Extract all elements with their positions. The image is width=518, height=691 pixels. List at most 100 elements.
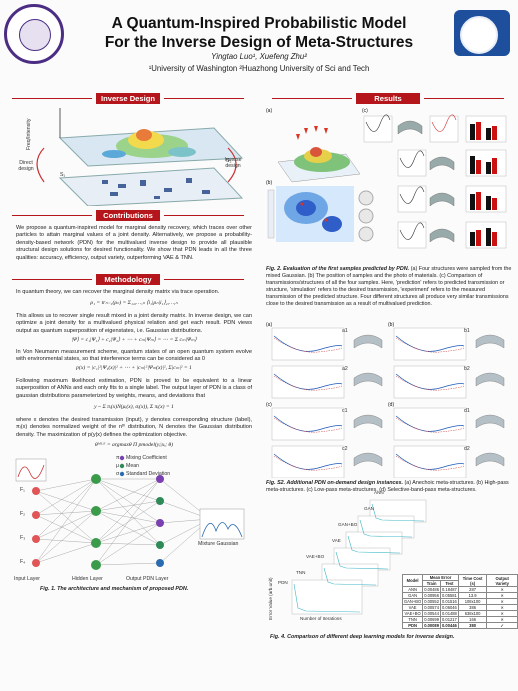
pdn-architecture-figure — [15, 455, 245, 570]
figs2-label-c2: c2 — [342, 446, 348, 452]
method-paragraph-3: In Von Neumann measurement scheme, quant… — [16, 349, 252, 363]
figs2-label-d2: d2 — [464, 446, 470, 452]
figs2-label-a1: a1 — [342, 328, 348, 334]
table-cell: GAN+BO — [401, 598, 424, 605]
fig2-caption: Fig. 2. Evaluation of the first samples … — [266, 266, 512, 308]
equation-superposition: |Ψ⟩ = c₁|Ψ₁⟩ + c₂|Ψ₂⟩ + ⋯ + cₘ|Ψₘ⟩ = ⋯ =… — [71, 337, 197, 343]
legend-standard-deviation: Standard Deviation — [126, 471, 171, 477]
fig2-caption-text: (a) Four structures were sampled from th… — [266, 266, 512, 307]
table-cell: 0.00446 — [440, 622, 459, 629]
table-header-model: Model — [401, 574, 424, 587]
legend-mean: Mean — [126, 463, 139, 469]
figs2-caption-text: (a) Anechoic meta-structures. (b) High-p… — [266, 480, 509, 493]
equation-density: p(x) = |c₁|²|Ψ₁(x)|² + ⋯ + |cₘ|²|Ψₘ(x)|²… — [76, 365, 192, 371]
s2-label: S₂ — [226, 158, 232, 164]
poster-title-line2: For the Inverse Design of Meta-Structure… — [104, 34, 414, 51]
figs2-caption-title: Fig. S2. Additional PDN on-demand design… — [266, 480, 403, 486]
figs2-caption: Fig. S2. Additional PDN on-demand design… — [266, 480, 512, 494]
figs2-panel-d-label: (d) — [388, 402, 395, 408]
table-row: GAN+BO 0.00552 0.01516 108x100 ✕ — [401, 598, 518, 605]
fig4-model-vae: VAE — [332, 538, 341, 543]
fig4-model-vae-bo: VAE+BO — [306, 554, 325, 559]
fig4-model-ann: ANN — [374, 490, 384, 495]
table-cell: 0.00956 — [422, 592, 441, 599]
table-cell: 0.00089 — [422, 622, 441, 629]
fig4-caption: Fig. 4. Comparison of different deep lea… — [270, 634, 455, 640]
poster-title-line1: A Quantum-Inspired Probabilistic Model — [111, 15, 407, 32]
legend-mu-symbol: μ — [116, 463, 119, 469]
table-row: GAN 0.00956 0.05581 13.9 ✕ — [401, 592, 518, 599]
fig2-figure — [267, 114, 507, 249]
fig2-panel-a-label: (a) — [266, 108, 273, 114]
input-layer-label: Input Layer — [14, 576, 40, 582]
fig4-model-tnn: TNN — [296, 570, 306, 575]
fig4-results-table: Model Mean Error Time Cost (s) Output Va… — [401, 574, 518, 629]
table-cell: 0.00574 — [422, 604, 441, 611]
equation-trace: ρ₁ = trₙ₋₁(ρₙ) = Σ₁₂,…,ₙ ⟨i₁|ρₙ|i₁⟩₂,…,ₙ — [90, 300, 178, 306]
figs2-label-a2: a2 — [342, 366, 348, 372]
equation-mixture: y ~ Σ πᵢ(x)N(μᵢ(x), σᵢ(x)), Σ πᵢ(x) = 1 — [94, 404, 174, 410]
legend-mixing-coefficient: Mixing Coefficient — [126, 455, 167, 461]
method-paragraph-4: Following maximum likelihood estimation,… — [16, 378, 252, 399]
section-methodology: Methodology — [12, 274, 244, 285]
input-f1: F₁ — [20, 487, 25, 493]
contributions-text: We propose a quantum-inspired model for … — [16, 225, 252, 261]
figs2-figure — [271, 327, 505, 478]
table-header-output-variety: Output Variety — [486, 574, 518, 587]
freq-intensity-label: Freq/Intensity — [26, 118, 32, 150]
table-cell: 0.01488 — [440, 610, 459, 617]
figs2-label-d1: d1 — [464, 408, 470, 414]
figs2-panel-a-label: (a) — [266, 322, 273, 328]
method-paragraph-2: This allows us to recover single result … — [16, 313, 252, 334]
table-cell: ✓ — [486, 622, 518, 629]
table-cell: VAE+BO — [401, 610, 424, 617]
university-of-washington-logo — [4, 4, 64, 64]
legend-pi-symbol: π — [116, 455, 120, 461]
input-f2: F₂ — [20, 511, 26, 517]
table-cell: 0.18487 — [440, 586, 459, 593]
fig4-table-body: ANN 0.00486 0.18487 287 ✕ GAN 0.00956 0.05581 13… — [401, 586, 518, 629]
fig2-panel-b-label: (b) — [266, 180, 273, 186]
method-paragraph-5: where x denotes the desired transmission… — [16, 417, 252, 438]
figs2-label-c1: c1 — [342, 408, 348, 414]
table-row: PDN 0.00089 0.00446 380 ✓ — [401, 622, 518, 629]
table-cell: 0.06046 — [440, 604, 459, 611]
input-f4: F₄ — [20, 559, 26, 565]
fig4-ylabel: Error Value (arb.unit) — [268, 577, 273, 620]
section-contributions: Contributions — [12, 210, 244, 221]
legend-sigma-symbol: σ — [116, 471, 120, 477]
direct-design-label: Direct design — [18, 160, 34, 172]
s1-label: S₁ — [60, 172, 66, 178]
figs2-label-b2: b2 — [464, 366, 470, 372]
figs2-panel-c-label: (c) — [266, 402, 272, 408]
fig4-xlabel: Number of Iterations — [300, 616, 342, 621]
method-paragraph-1: In quantum theory, we can recover the ma… — [16, 289, 220, 295]
table-cell: 0.00552 — [422, 598, 441, 605]
table-cell: 0.05581 — [440, 592, 459, 599]
input-f3: F₃ — [20, 535, 26, 541]
inverse-design-figure — [36, 108, 244, 206]
equation-mle: θᴹᴸᴱ = argmaxθ Π pmodel(yᵢ|xᵢ; θ) — [95, 442, 173, 448]
mixture-gaussian-label: Mixture Gaussian — [198, 541, 239, 547]
table-cell: 0.00699 — [422, 616, 441, 623]
fig4-figure — [291, 499, 427, 615]
fig4-model-gan: GAN — [364, 506, 374, 511]
table-cell: 380 — [457, 622, 488, 629]
authors: Yingtao Luo¹, Xuefeng Zhu² — [211, 52, 307, 61]
table-cell: 0.00486 — [422, 586, 441, 593]
fig4-model-gan-bo: GAN+BO — [338, 522, 358, 527]
section-inverse-design: Inverse Design — [12, 93, 244, 104]
fig2-caption-title: Fig. 2. Evaluation of the first samples … — [266, 266, 410, 272]
affiliations: ¹University of Washington ²Huazhong Univ… — [148, 64, 370, 73]
hidden-layer-label: Hidden Layer — [72, 576, 103, 582]
table-cell: 0.00544 — [422, 610, 441, 617]
table-header-time-cost: Time Cost (s) — [457, 574, 488, 587]
output-layer-label: Output PDN Layer — [126, 576, 169, 582]
fig2-panel-c-label: (c) — [362, 108, 368, 114]
table-cell: PDN — [401, 622, 424, 629]
figs2-panel-b-label: (b) — [388, 322, 395, 328]
fig1-caption: Fig. 1. The architecture and mechanism o… — [40, 586, 189, 592]
table-cell: 0.01516 — [440, 598, 459, 605]
table-cell: 0.01217 — [440, 616, 459, 623]
inverse-design-label: Inverse design — [224, 157, 242, 169]
